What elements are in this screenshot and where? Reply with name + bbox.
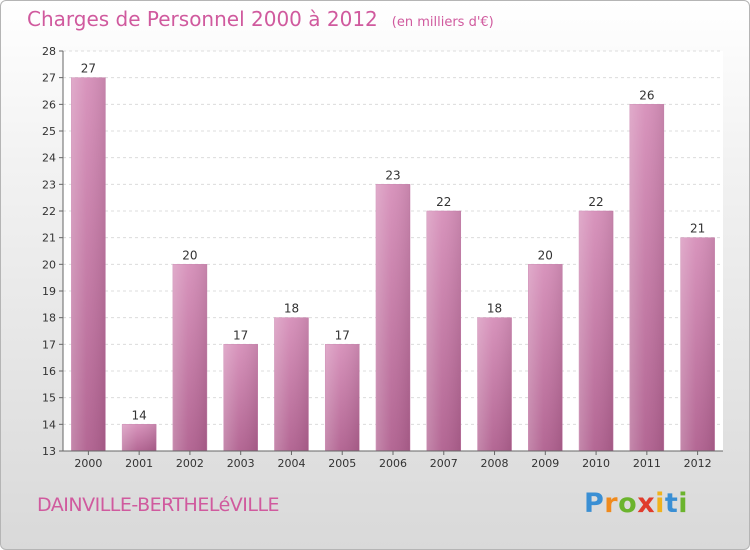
chart-title: Charges de Personnel 2000 à 2012 (en mill… [27, 7, 494, 31]
y-tick-label: 15 [42, 392, 56, 405]
y-tick-label: 21 [42, 232, 56, 245]
data-label: 20 [182, 248, 197, 262]
y-tick-label: 22 [42, 205, 56, 218]
bar-sheen [376, 184, 410, 452]
bar-sheen [477, 317, 512, 451]
y-tick-label: 26 [42, 98, 56, 111]
x-tick-label: 2012 [684, 457, 712, 470]
data-label: 22 [588, 195, 603, 209]
y-tick-label: 14 [42, 418, 56, 431]
bar-sheen [223, 344, 258, 451]
logo-letter: t [664, 488, 679, 519]
y-tick-label: 23 [42, 178, 56, 191]
y-tick-label: 27 [42, 72, 56, 85]
bar-sheen [528, 264, 563, 451]
y-tick-label: 28 [42, 45, 56, 58]
bar-sheen [426, 211, 461, 451]
bar-sheen [274, 317, 309, 451]
logo-letter: P [584, 488, 605, 519]
y-tick-label: 25 [42, 125, 56, 138]
logo-letter: i [655, 488, 665, 519]
y-tick-label: 16 [42, 365, 56, 378]
x-tick-label: 2009 [531, 457, 559, 470]
axes-group: 13 14 15 16 17 18 19 20 21 22 23 24 25 26 27 28 2000 2001… [42, 45, 723, 470]
data-label: 21 [690, 222, 705, 236]
data-label: 22 [436, 195, 451, 209]
bar-sheen [325, 344, 360, 451]
data-label: 17 [233, 328, 248, 342]
x-tick-label: 2006 [379, 457, 407, 470]
bar-sheen [579, 211, 614, 451]
logo-letter: r [604, 488, 619, 519]
y-tick-label: 19 [42, 285, 56, 298]
bar-sheen [122, 424, 157, 451]
bar-sheen [71, 77, 106, 452]
bar-sheen [629, 104, 664, 451]
x-tick-label: 2010 [582, 457, 610, 470]
proxiti-logo: Proxiti [584, 488, 688, 519]
x-tick-label: 2001 [125, 457, 153, 470]
data-label: 17 [335, 328, 350, 342]
place-name: DAINVILLE-BERTHELéVILLE [37, 494, 280, 516]
x-tick-label: 2007 [430, 457, 458, 470]
data-label: 18 [487, 302, 502, 316]
data-label: 18 [284, 302, 299, 316]
logo-letter: x [637, 488, 656, 519]
x-tick-label: 2008 [481, 457, 509, 470]
bar-sheen [172, 264, 207, 451]
logo-letter: o [618, 488, 638, 519]
chart-title-text: Charges de Personnel 2000 à 2012 [27, 7, 378, 31]
x-tick-label: 2002 [176, 457, 204, 470]
x-tick-label: 2000 [74, 457, 102, 470]
x-tick-label: 2011 [633, 457, 661, 470]
bar-sheen [680, 237, 715, 451]
bars-group: 27 14 20 17 18 17 23 22 18 20 22 26 21 [71, 62, 715, 452]
chart-subtitle: (en milliers d'€) [391, 15, 494, 30]
y-tick-label: 18 [42, 312, 56, 325]
x-tick-label: 2005 [328, 457, 356, 470]
x-tick-label: 2003 [227, 457, 255, 470]
data-label: 20 [538, 248, 553, 262]
y-tick-label: 24 [42, 152, 56, 165]
data-label: 27 [81, 62, 96, 76]
x-tick-label: 2004 [277, 457, 305, 470]
y-tick-label: 13 [42, 445, 56, 458]
data-label: 26 [639, 88, 654, 102]
data-label: 14 [132, 408, 147, 422]
y-tick-label: 17 [42, 338, 56, 351]
y-tick-label: 20 [42, 258, 56, 271]
data-label: 23 [385, 168, 400, 182]
logo-letter: i [678, 488, 689, 519]
